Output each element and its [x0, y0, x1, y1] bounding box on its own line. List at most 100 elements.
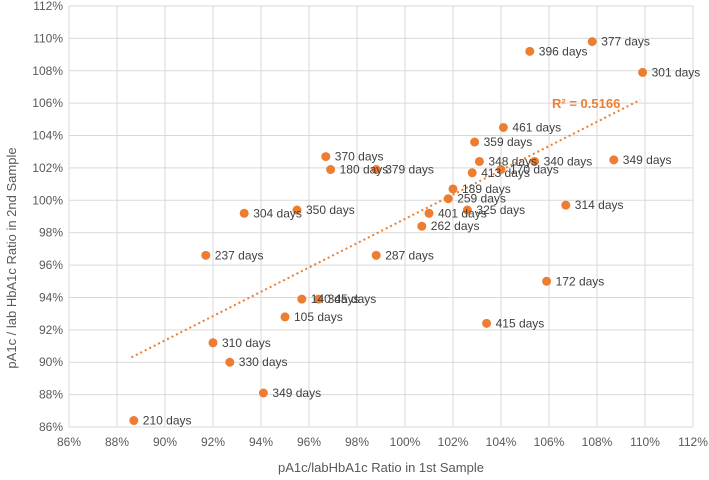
- y-tick-label: 96%: [39, 258, 63, 272]
- x-tick-label: 92%: [201, 435, 225, 449]
- data-point: [470, 137, 480, 147]
- r-squared-label: R² = 0.5166: [552, 96, 620, 111]
- y-tick-label: 98%: [39, 226, 63, 240]
- data-label: 379 days: [385, 163, 434, 177]
- x-tick-label: 96%: [297, 435, 321, 449]
- y-tick-label: 112%: [33, 0, 63, 13]
- x-tick-label: 100%: [390, 435, 421, 449]
- data-point: [587, 37, 597, 47]
- data-points: [129, 37, 648, 426]
- data-label: 415 days: [496, 316, 545, 330]
- x-tick-label: 86%: [57, 435, 81, 449]
- data-label: 349 days: [272, 386, 321, 400]
- y-tick-label: 88%: [39, 388, 63, 402]
- x-tick-label: 94%: [249, 435, 273, 449]
- data-label: 170 days: [510, 163, 559, 177]
- y-tick-label: 108%: [32, 64, 63, 78]
- x-tick-label: 102%: [438, 435, 469, 449]
- data-label: 237 days: [215, 248, 264, 262]
- data-label: 350 days: [306, 203, 355, 217]
- data-label: 345 days: [328, 292, 377, 306]
- y-axis-title: pA1c / lab HbA1c Ratio in 2nd Sample: [4, 147, 19, 368]
- x-tick-label: 108%: [582, 435, 613, 449]
- data-point: [280, 312, 290, 322]
- data-label: 370 days: [335, 150, 384, 164]
- x-tick-label: 110%: [630, 435, 660, 449]
- x-tick-label: 112%: [678, 435, 708, 449]
- data-label: 304 days: [253, 206, 302, 220]
- y-axis-ticks: 86% 88% 90% 92% 94% 96% 98% 100% 102% 104% 106% 108…: [32, 0, 63, 434]
- data-label: 461 days: [512, 120, 561, 134]
- trendline: [130, 99, 641, 359]
- data-point: [371, 165, 381, 175]
- x-tick-label: 98%: [345, 435, 369, 449]
- y-tick-label: 94%: [39, 290, 63, 304]
- x-tick-label: 88%: [105, 435, 129, 449]
- y-tick-label: 104%: [32, 129, 63, 143]
- data-label: 330 days: [239, 355, 288, 369]
- data-label: 301 days: [652, 65, 701, 79]
- y-tick-label: 86%: [39, 420, 63, 434]
- x-axis-ticks: 86% 88% 90% 92% 94% 96% 98% 100% 102% 104% 106% 108…: [57, 435, 708, 449]
- data-point: [225, 357, 235, 367]
- data-point: [424, 208, 434, 218]
- data-point: [443, 194, 453, 204]
- data-point: [638, 67, 648, 77]
- data-label: 210 days: [143, 414, 192, 428]
- data-label: 396 days: [539, 44, 588, 58]
- data-label: 377 days: [601, 35, 650, 49]
- data-point: [609, 155, 619, 165]
- data-label: 401 days: [438, 206, 487, 220]
- data-label: 359 days: [484, 135, 533, 149]
- x-tick-label: 104%: [486, 435, 517, 449]
- data-point: [474, 156, 484, 166]
- data-label: 105 days: [294, 310, 343, 324]
- data-label: 413 days: [481, 166, 530, 180]
- y-tick-label: 90%: [39, 355, 63, 369]
- data-point: [561, 200, 571, 210]
- data-label: 189 days: [462, 182, 511, 196]
- data-label: 340 days: [544, 154, 593, 168]
- y-tick-label: 106%: [32, 96, 63, 110]
- data-label: 287 days: [385, 248, 434, 262]
- data-point: [482, 318, 492, 328]
- trendline-group: R² = 0.5166: [130, 96, 641, 359]
- data-label: 325 days: [476, 203, 525, 217]
- x-axis-title: pA1c/labHbA1c Ratio in 1st Sample: [278, 460, 484, 475]
- data-label: 172 days: [556, 274, 605, 288]
- data-point: [496, 165, 506, 175]
- data-label: 310 days: [222, 336, 271, 350]
- data-point: [448, 184, 458, 194]
- data-label: 262 days: [431, 219, 480, 233]
- data-point: [292, 205, 302, 215]
- y-tick-label: 110%: [33, 31, 63, 45]
- y-tick-label: 100%: [32, 193, 63, 207]
- data-point: [542, 276, 552, 286]
- data-point: [258, 388, 268, 398]
- data-point: [498, 122, 508, 132]
- data-point: [530, 156, 540, 166]
- data-point: [326, 165, 336, 175]
- y-tick-label: 92%: [39, 323, 63, 337]
- data-point: [321, 152, 331, 162]
- gridlines: [68, 5, 694, 428]
- data-point: [371, 250, 381, 260]
- data-point: [525, 46, 535, 56]
- data-point: [467, 168, 477, 178]
- data-label: 180 days: [340, 163, 389, 177]
- data-label: 259 days: [457, 192, 506, 206]
- data-point: [417, 221, 427, 231]
- data-point: [201, 250, 211, 260]
- x-tick-label: 106%: [534, 435, 565, 449]
- data-point: [239, 208, 249, 218]
- data-point: [297, 294, 307, 304]
- data-label: 349 days: [623, 153, 672, 167]
- data-point: [462, 205, 472, 215]
- data-point: [208, 338, 218, 348]
- y-tick-label: 102%: [32, 161, 63, 175]
- data-point: [314, 294, 324, 304]
- data-point: [129, 416, 139, 426]
- x-tick-label: 90%: [153, 435, 177, 449]
- data-label: 348 days: [488, 154, 537, 168]
